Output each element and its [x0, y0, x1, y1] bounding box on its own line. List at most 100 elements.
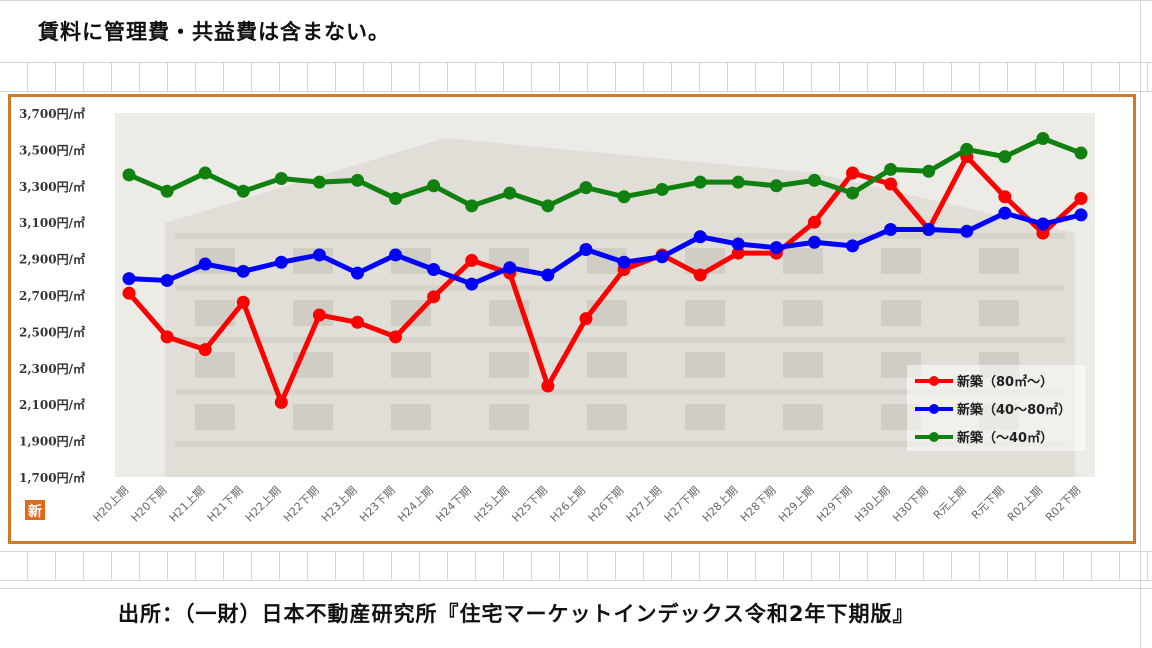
data-point: [998, 206, 1012, 220]
building-window: [293, 404, 333, 430]
data-point: [541, 379, 555, 393]
data-point: [693, 268, 707, 282]
x-tick-label: H28下期: [738, 484, 779, 525]
x-tick-label: H29下期: [814, 484, 855, 525]
y-tick-label: 2,500円/㎡: [19, 324, 85, 339]
data-point: [350, 315, 364, 329]
x-tick-label: H21上期: [167, 484, 208, 525]
data-point: [312, 248, 326, 262]
x-tick-label: H24上期: [395, 484, 436, 525]
data-point: [807, 235, 821, 249]
data-point: [617, 190, 631, 204]
x-tick-label: H30下期: [890, 484, 931, 525]
x-tick-label: H21下期: [205, 484, 246, 525]
data-point: [160, 184, 174, 198]
x-tick-label: H28上期: [700, 484, 741, 525]
y-tick-label: 3,300円/㎡: [19, 179, 85, 194]
x-tick-label: H30上期: [852, 484, 893, 525]
legend-swatch-marker: [929, 404, 939, 414]
data-point: [884, 162, 898, 176]
data-point: [465, 199, 479, 213]
data-point: [998, 150, 1012, 164]
data-point: [122, 168, 136, 182]
x-tick-label: H22上期: [243, 484, 284, 525]
building-window: [783, 352, 823, 378]
data-point: [769, 179, 783, 193]
y-tick-label: 1,700円/㎡: [19, 470, 85, 485]
building-window: [881, 248, 921, 274]
data-point: [236, 184, 250, 198]
building-window: [685, 404, 725, 430]
x-tick-label: H27下期: [662, 484, 703, 525]
building-window: [587, 404, 627, 430]
data-point: [465, 277, 479, 291]
data-point: [884, 177, 898, 191]
y-tick-label: 2,900円/㎡: [19, 252, 85, 267]
new-badge-label: 新: [28, 503, 42, 520]
data-point: [122, 272, 136, 286]
x-tick-label: R02下期: [1043, 484, 1083, 524]
building-window: [489, 404, 529, 430]
x-tick-label: H25下期: [509, 484, 550, 525]
x-tick-label: H20下期: [129, 484, 170, 525]
data-point: [160, 330, 174, 344]
data-point: [884, 222, 898, 236]
data-point: [693, 230, 707, 244]
data-point: [274, 255, 288, 269]
data-point: [1074, 192, 1088, 206]
source-text: 出所：（一財）日本不動産研究所『住宅マーケットインデックス令和2年下期版』: [118, 602, 915, 626]
y-tick-label: 3,500円/㎡: [19, 142, 85, 157]
y-tick-label: 1,900円/㎡: [19, 434, 85, 449]
data-point: [1036, 131, 1050, 145]
data-point: [655, 182, 669, 196]
data-point: [807, 173, 821, 187]
data-point: [427, 179, 441, 193]
y-tick-label: 2,300円/㎡: [19, 361, 85, 376]
data-point: [1036, 226, 1050, 240]
data-point: [122, 286, 136, 300]
data-point: [503, 186, 517, 200]
x-tick-label: R02上期: [1005, 484, 1045, 524]
data-point: [579, 243, 593, 256]
building-window: [587, 352, 627, 378]
x-tick-label: R元下期: [969, 484, 1007, 522]
x-tick-label: H25上期: [471, 484, 512, 525]
data-point: [427, 263, 441, 277]
data-point: [922, 222, 936, 236]
building-window: [881, 300, 921, 326]
building-window: [685, 300, 725, 326]
data-point: [541, 268, 555, 282]
x-tick-label: H22下期: [281, 484, 322, 525]
data-point: [807, 215, 821, 229]
data-point: [198, 343, 212, 357]
data-point: [846, 239, 860, 253]
data-point: [503, 261, 517, 275]
building-floor-band: [175, 389, 1065, 395]
building-window: [391, 352, 431, 378]
data-point: [541, 199, 555, 213]
data-point: [198, 257, 212, 271]
data-point: [769, 241, 783, 255]
legend-label: 新築（80㎡～）: [957, 374, 1053, 390]
data-point: [617, 255, 631, 269]
x-tick-label: H26上期: [548, 484, 589, 525]
data-point: [960, 142, 974, 156]
bottom-grid-strip: [0, 551, 1152, 581]
data-point: [198, 166, 212, 180]
line-chart: 3,700円/㎡ 3,500円/㎡ 3,300円/㎡ 3,100円/㎡ 2,900円/㎡…: [19, 106, 1095, 525]
building-window: [783, 404, 823, 430]
data-point: [960, 224, 974, 238]
data-point: [312, 308, 326, 322]
building-window: [391, 404, 431, 430]
building-window: [489, 352, 529, 378]
y-tick-label: 2,100円/㎡: [19, 397, 85, 412]
data-point: [465, 253, 479, 267]
new-badge-icon: [25, 500, 45, 520]
data-point: [350, 266, 364, 280]
data-point: [655, 250, 669, 264]
x-tick-label: H23上期: [319, 484, 360, 525]
legend-label: 新築（40～80㎡）: [957, 402, 1071, 418]
building-window: [783, 300, 823, 326]
building-floor-band: [175, 337, 1065, 343]
grid-line: [0, 588, 1152, 589]
